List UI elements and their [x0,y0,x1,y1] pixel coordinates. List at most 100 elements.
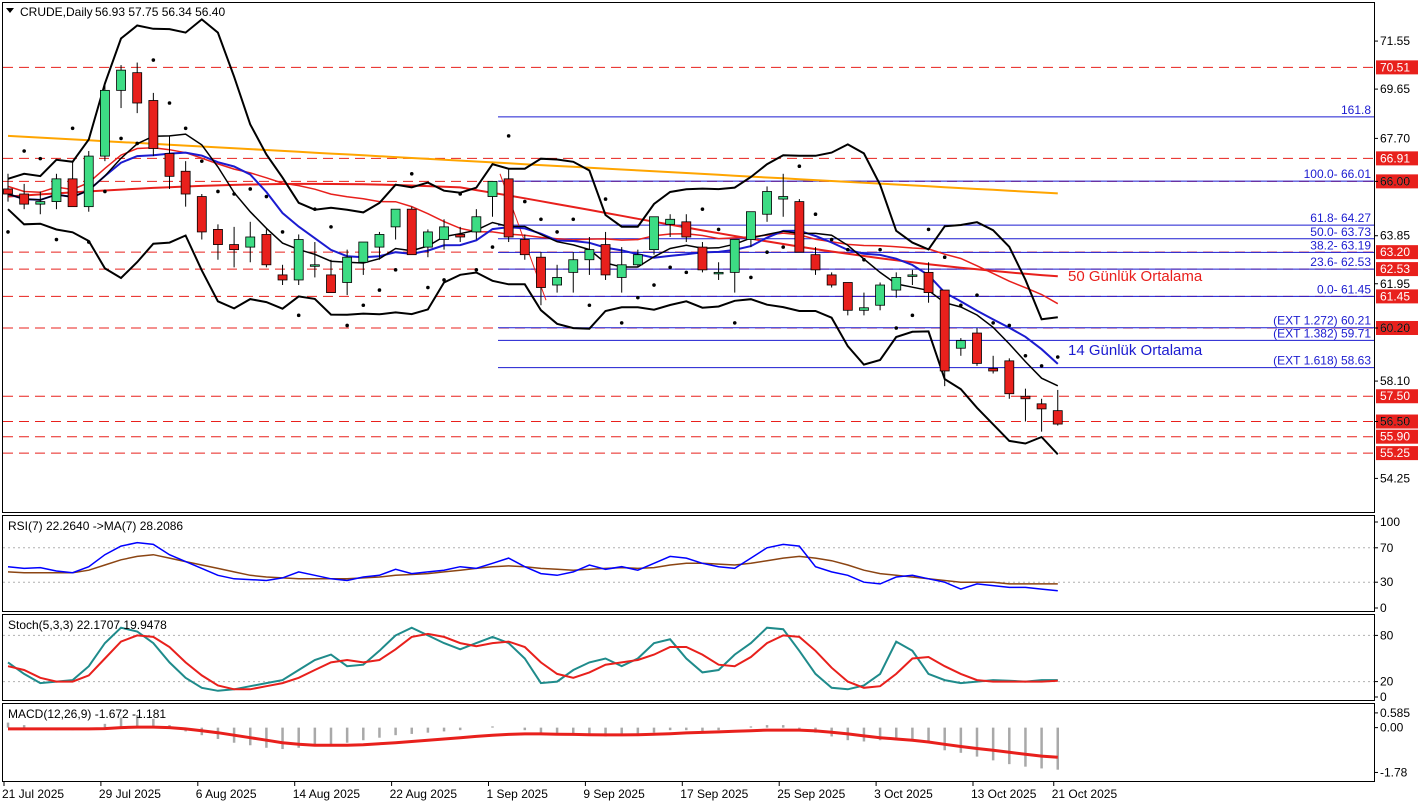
main-pane-frame [2,2,1375,513]
candle-body [891,277,902,291]
candle [568,252,579,293]
candle [132,62,143,114]
rsi-ma-line [7,553,1058,585]
candle-body [859,307,869,311]
level-label: 62.53 [1380,262,1410,276]
date-label: 3 Oct 2025 [874,787,933,801]
date-label: 1 Sep 2025 [487,787,549,801]
candle [342,249,353,296]
candle [519,234,530,260]
tick-label: 20 [1380,675,1394,689]
candles[interactable] [3,62,1063,432]
sar-dot [716,227,721,232]
sar-dot [1023,353,1028,358]
candle-body [1004,360,1015,395]
candle [213,224,223,260]
date-label: 14 Aug 2025 [293,787,361,801]
level-label: 57.50 [1380,389,1410,403]
candle-body [116,69,126,91]
level-tag [1376,174,1418,189]
candle [713,262,724,280]
sar-dot [991,321,995,325]
candle [277,264,288,286]
tick-label: 0 [1380,601,1387,615]
candle-body [875,284,885,306]
candle-body [439,226,449,240]
candle-body [261,234,272,266]
sar-dot [846,247,850,252]
symbol-dropdown-icon[interactable] [6,8,14,13]
candle [374,231,385,260]
candle-body [665,218,676,225]
sar-dot [103,189,107,194]
sar-dot [361,303,366,308]
fib-label: 161.8 [1341,103,1371,117]
candle-body [503,178,514,238]
fib-label: (EXT 1.618) 58.63 [1273,354,1371,368]
level-label: 55.90 [1380,430,1410,444]
candle-body [794,201,805,253]
candle [632,249,643,268]
sar-dot [732,321,737,325]
fib-label: 61.8- 64.27 [1310,211,1371,225]
candle-body [180,170,191,195]
candle [955,338,966,356]
candle-body [632,254,643,266]
candle [390,208,401,240]
candle [116,65,126,109]
stoch-d-line [7,632,1058,691]
macd-signal-line [8,725,1058,759]
candle [148,92,159,157]
sar-dot [135,141,139,146]
sar-dot [393,268,398,272]
sar-dot [959,303,963,308]
candle-body [1052,410,1063,425]
candle [875,282,885,311]
sar-dot [1007,323,1012,328]
candle-body [229,244,240,251]
tick-label: 100 [1380,515,1400,529]
level-label: 63.20 [1380,245,1410,259]
candle-body [697,246,708,271]
candle [229,226,240,268]
candle-body [35,201,46,205]
candle [1036,398,1047,432]
candle-body [923,271,934,293]
candle [245,221,256,263]
candle [826,272,837,288]
candle-body [955,340,966,349]
ohlc-values: 56.93 57.75 56.34 56.40 [95,5,225,19]
fib-label: 100.0- 66.01 [1304,167,1372,181]
sar-dot [619,321,624,325]
candle [794,199,805,253]
sar-dot [700,207,705,211]
sar-dot [54,237,59,242]
bollinger-lower [7,208,1059,455]
sar-dot [571,217,576,222]
candle-body [972,332,982,364]
sar-dot [539,217,543,222]
candle [665,214,676,237]
sar-dot [894,326,899,330]
candle-body [1020,395,1031,400]
price-tick-label: 69.65 [1380,82,1410,96]
price-axis: 71.55 69.65 67.70 66.00 63.85 61.95 60.20 58.10… [1374,34,1410,485]
tick-label: 0.00 [1380,721,1404,735]
level-tag [1376,60,1418,75]
price-tick-label: 61.95 [1380,277,1410,291]
candle-body [19,193,30,205]
symbol-label: CRUDE,Daily [20,5,93,19]
candle-body [649,216,659,251]
sar-dot [910,313,915,318]
bollinger-upper [7,18,1058,321]
candle-body [536,256,546,288]
support-resistance-levels: 70.51 66.91 66.00 63.20 62.53 61.45 60.20 57.50… [3,60,1418,461]
sar-dot [636,295,640,300]
candle [859,292,869,316]
candle-body [600,244,611,276]
candle-body [487,180,498,197]
level-tag [1376,289,1418,304]
candle [697,242,708,273]
